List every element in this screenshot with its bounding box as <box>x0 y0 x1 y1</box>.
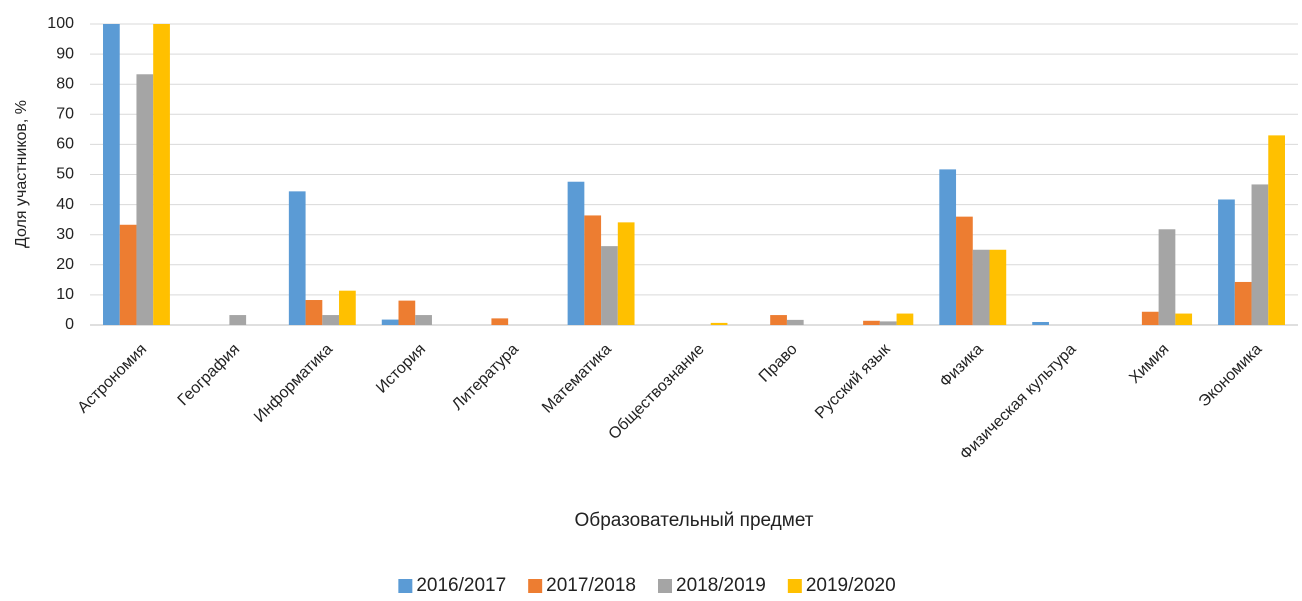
bar <box>956 216 973 325</box>
legend-swatch <box>658 579 672 593</box>
bar <box>381 319 399 325</box>
bar <box>584 215 602 325</box>
y-tick-label: 100 <box>47 15 74 32</box>
x-tick-label: Математика <box>539 341 615 417</box>
legend-label: 2017/2018 <box>546 575 636 596</box>
legend-swatch <box>528 579 543 593</box>
bar <box>229 315 247 325</box>
y-tick-label: 50 <box>56 166 74 183</box>
bar <box>879 321 897 325</box>
bar <box>896 313 914 325</box>
x-tick-label: Литература <box>449 341 522 414</box>
bar <box>1175 313 1193 325</box>
bar <box>567 181 585 325</box>
bar <box>491 318 509 325</box>
x-tick-label: Право <box>756 341 801 386</box>
x-axis-title: Образовательный предмет <box>575 510 814 531</box>
y-tick-label: 20 <box>56 256 74 273</box>
x-tick-label: Физика <box>937 341 987 391</box>
bar <box>972 249 990 325</box>
legend-label: 2019/2020 <box>806 575 896 596</box>
bar <box>1032 321 1049 325</box>
y-tick-label: 0 <box>65 316 74 333</box>
y-tick-label: 10 <box>56 286 74 303</box>
bar <box>617 222 635 325</box>
bar <box>305 300 323 325</box>
bar <box>863 320 880 325</box>
bar <box>415 315 432 325</box>
legend-swatch <box>398 579 413 593</box>
x-tick-label: Информатика <box>251 341 336 426</box>
x-tick-label: Экономика <box>1196 341 1266 411</box>
x-tick-label: Русский язык <box>812 340 894 422</box>
x-tick-label: История <box>373 341 429 397</box>
bar <box>119 224 137 325</box>
x-tick-label: Астрономия <box>75 341 151 417</box>
bar <box>103 24 120 325</box>
x-tick-label: География <box>175 341 243 409</box>
bar <box>601 246 618 325</box>
y-tick-label: 90 <box>56 45 74 62</box>
bar <box>339 290 356 325</box>
legend-label: 2016/2017 <box>416 575 506 596</box>
y-tick-label: 40 <box>56 196 74 213</box>
legend-swatch <box>787 579 802 593</box>
bar <box>398 300 416 325</box>
bar <box>786 319 804 325</box>
bar <box>1251 184 1269 325</box>
bar <box>989 249 1007 325</box>
x-tick-label: Химия <box>1126 341 1172 387</box>
x-tick-label: Обществознание <box>606 341 708 443</box>
bar <box>136 74 154 325</box>
bar <box>1158 229 1176 325</box>
bar <box>1234 281 1252 325</box>
y-tick-label: 70 <box>56 106 74 123</box>
bar <box>1218 199 1235 325</box>
bar <box>1268 135 1285 325</box>
bar <box>153 24 170 325</box>
bar <box>1141 311 1159 325</box>
y-tick-label: 30 <box>56 226 74 243</box>
legend-label: 2018/2019 <box>676 575 766 596</box>
bar <box>770 315 787 325</box>
bar <box>288 191 306 325</box>
y-tick-label: 60 <box>56 136 74 153</box>
bar <box>710 322 728 325</box>
y-axis-title: Доля участников, % <box>13 100 30 248</box>
bar <box>322 315 340 325</box>
y-tick-label: 80 <box>56 75 74 92</box>
bar <box>939 169 957 325</box>
